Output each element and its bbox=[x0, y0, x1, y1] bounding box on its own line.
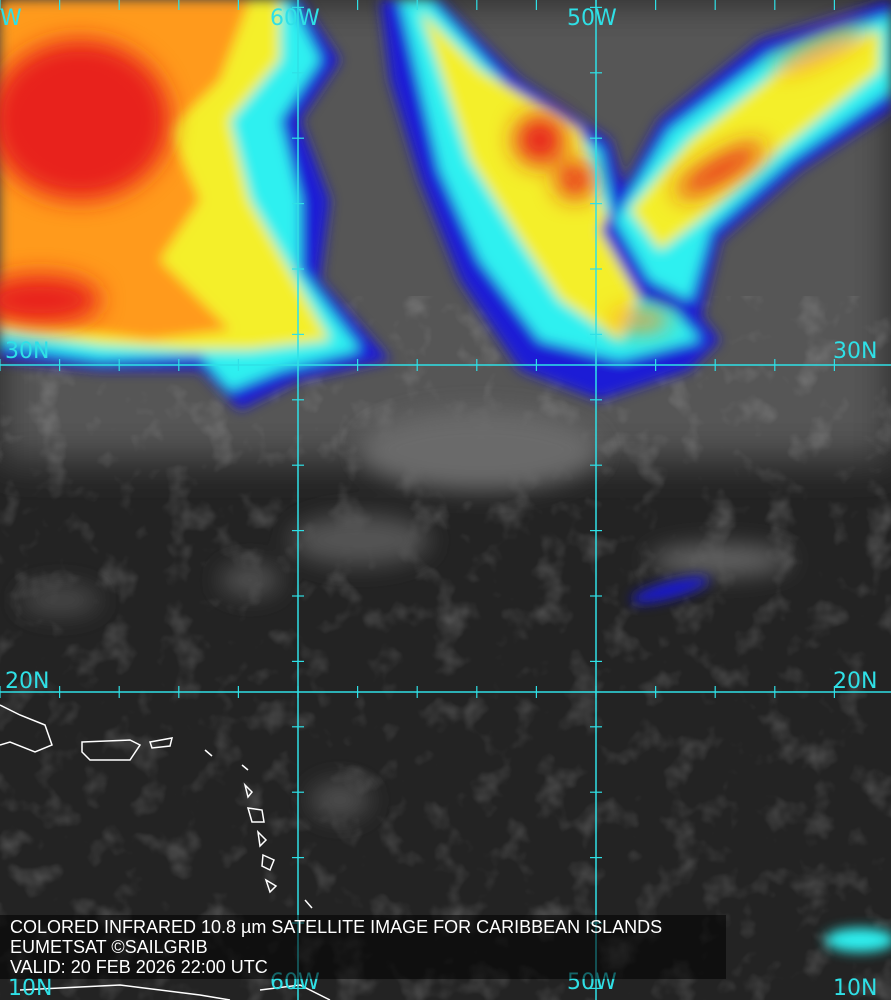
low-cloud-patches bbox=[20, 410, 790, 818]
lat-label-30n-right: 30N bbox=[833, 339, 878, 364]
lon-label-70w: W bbox=[0, 6, 22, 31]
cold-cloud-tops bbox=[0, 0, 891, 952]
caption-valid-time: VALID: 20 FEB 2026 22:00 UTC bbox=[10, 957, 268, 977]
lat-label-20n-right: 20N bbox=[833, 669, 878, 694]
coastlines bbox=[0, 704, 331, 1000]
image-caption: COLORED INFRARED 10.8 µm SATELLITE IMAGE… bbox=[0, 915, 726, 979]
lat-label-10n-right: 10N bbox=[833, 976, 878, 1000]
caption-title: COLORED INFRARED 10.8 µm SATELLITE IMAGE… bbox=[10, 917, 663, 937]
lon-label-50w-top: 50W bbox=[567, 6, 617, 31]
lat-label-30n-left: 30N bbox=[5, 339, 50, 364]
caption-credit: EUMETSAT ©SAILGRIB bbox=[10, 937, 208, 957]
lon-label-60w-top: 60W bbox=[270, 6, 320, 31]
graticule-ticks bbox=[0, 0, 836, 990]
lat-label-20n-left: 20N bbox=[5, 669, 50, 694]
lat-label-10n-left: 10N bbox=[8, 976, 53, 1000]
